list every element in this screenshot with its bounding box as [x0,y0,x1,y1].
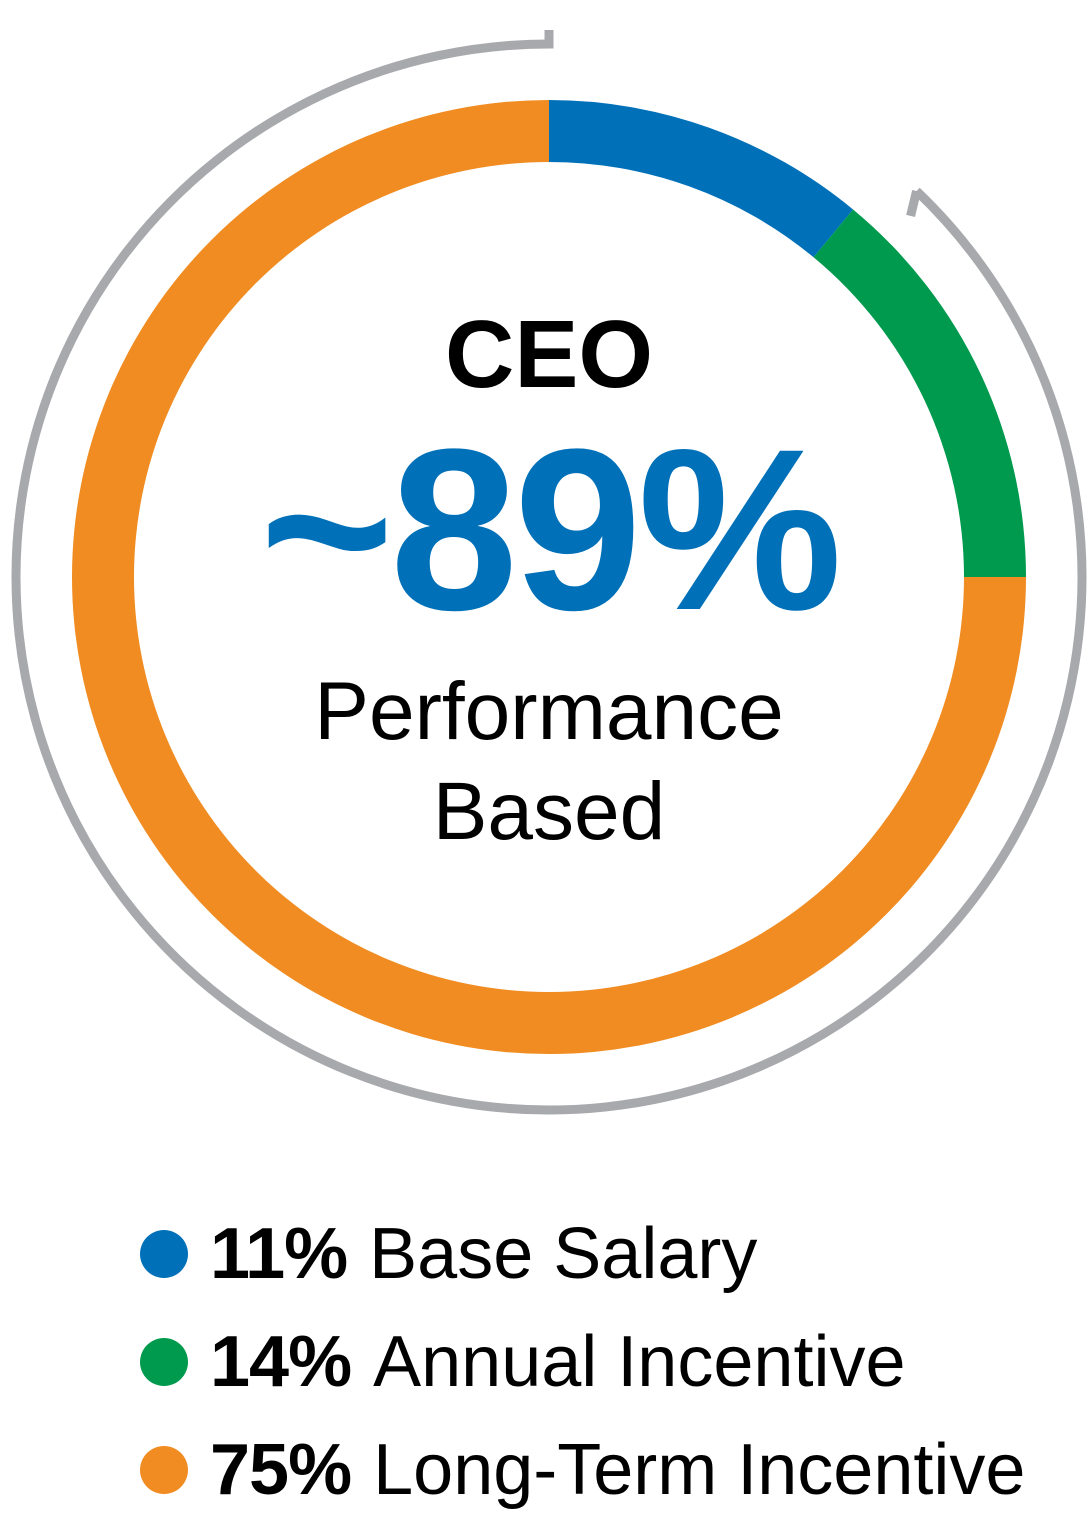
performance-percent: ~89% [259,401,843,658]
legend-label: Base Salary [369,1214,758,1294]
chart-caption-line-2: Based [432,766,666,857]
chart-caption-line-1: Performance [314,666,784,757]
legend-label: Long-Term Incentive [373,1430,1026,1510]
legend-label: Annual Incentive [373,1322,906,1402]
legend-value: 14% [210,1322,352,1402]
donut-slices [72,100,1026,1054]
chart-center-role: CEO [444,301,654,408]
donut-chart [11,30,1087,1115]
performance-bracket-arc [11,30,1087,1115]
legend-item-base-salary: 11% Base Salary [140,1200,1080,1308]
annual-incentive-swatch [140,1338,188,1386]
legend-item-long-term-incentive: 75% Long-Term Incentive [140,1416,1080,1524]
legend-value: 75% [210,1430,352,1510]
legend-value: 11% [210,1214,348,1294]
base-salary-swatch [140,1230,188,1278]
performance-bracket [11,30,1087,1115]
donut-slice-base-salary [549,100,854,258]
chart-legend: 11% Base Salary 14% Annual Incentive 75%… [140,1200,1080,1524]
donut-slice-annual-incentive [813,209,1026,577]
bracket-start-tick [906,189,921,217]
long-term-incentive-swatch [140,1446,188,1494]
legend-item-annual-incentive: 14% Annual Incentive [140,1308,1080,1416]
